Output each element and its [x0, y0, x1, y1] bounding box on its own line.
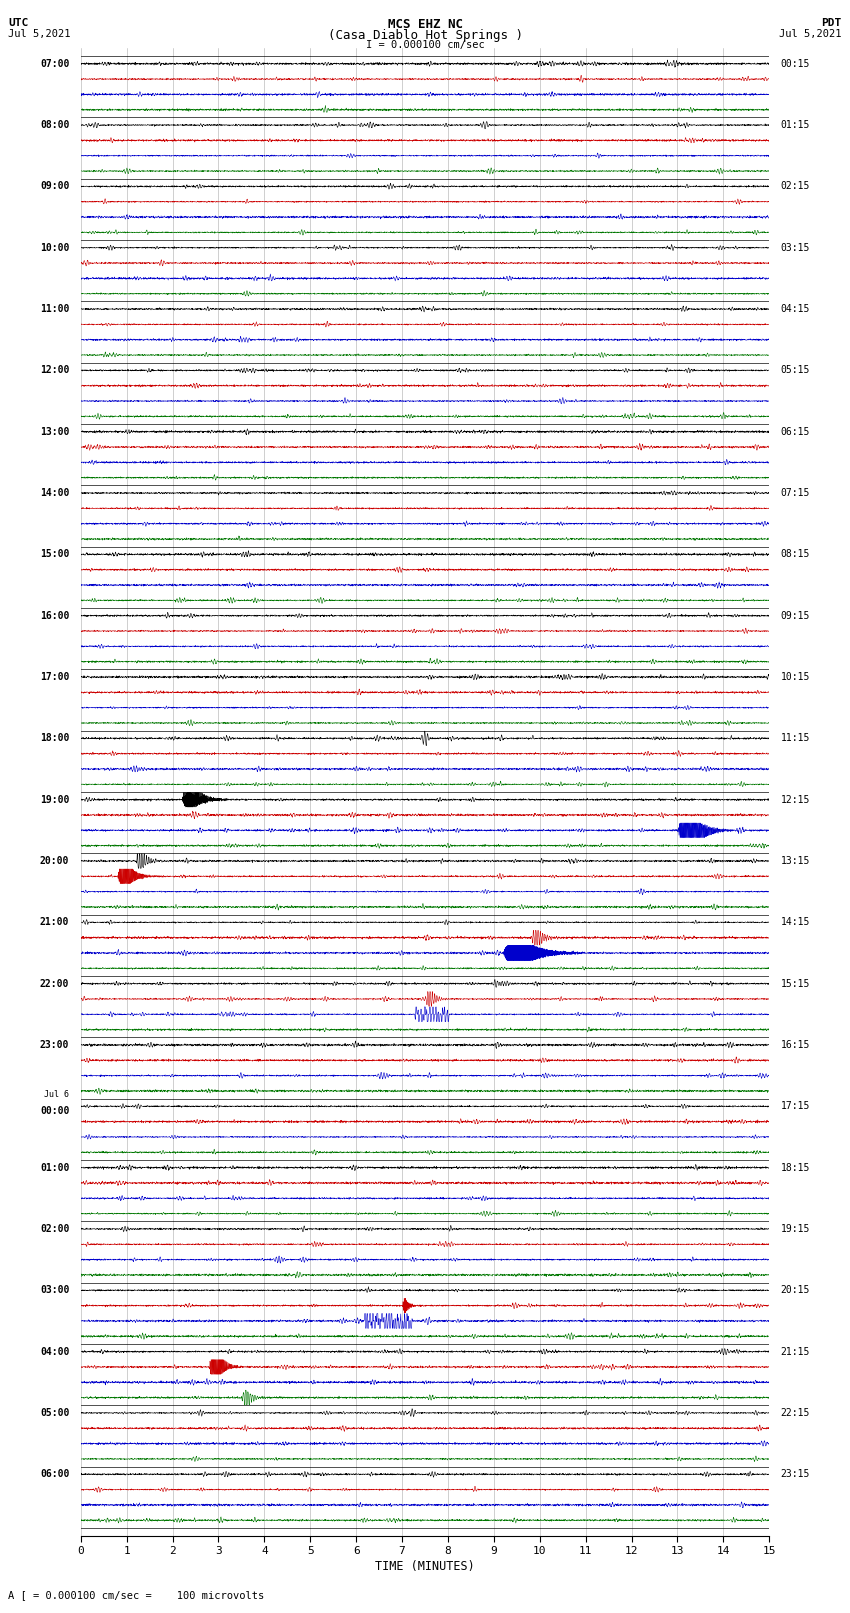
- Text: 05:15: 05:15: [780, 366, 810, 376]
- Text: 08:15: 08:15: [780, 550, 810, 560]
- Text: 18:00: 18:00: [40, 734, 70, 744]
- Text: 13:15: 13:15: [780, 857, 810, 866]
- Text: 22:00: 22:00: [40, 979, 70, 989]
- Text: 16:15: 16:15: [780, 1040, 810, 1050]
- Text: 18:15: 18:15: [780, 1163, 810, 1173]
- Text: 02:15: 02:15: [780, 181, 810, 192]
- Text: 21:15: 21:15: [780, 1347, 810, 1357]
- Text: 10:00: 10:00: [40, 242, 70, 253]
- Text: 10:15: 10:15: [780, 673, 810, 682]
- Text: 12:15: 12:15: [780, 795, 810, 805]
- Text: 07:15: 07:15: [780, 489, 810, 498]
- Text: 14:15: 14:15: [780, 918, 810, 927]
- Text: 19:15: 19:15: [780, 1224, 810, 1234]
- Text: Jul 5,2021: Jul 5,2021: [8, 29, 71, 39]
- Text: Jul 6: Jul 6: [44, 1089, 70, 1098]
- Text: MCS EHZ NC: MCS EHZ NC: [388, 18, 462, 31]
- Text: 22:15: 22:15: [780, 1408, 810, 1418]
- Text: 15:15: 15:15: [780, 979, 810, 989]
- Text: 02:00: 02:00: [40, 1224, 70, 1234]
- Text: A [ = 0.000100 cm/sec =    100 microvolts: A [ = 0.000100 cm/sec = 100 microvolts: [8, 1590, 264, 1600]
- Text: 00:00: 00:00: [40, 1107, 70, 1116]
- Text: 09:00: 09:00: [40, 181, 70, 192]
- Text: I = 0.000100 cm/sec: I = 0.000100 cm/sec: [366, 40, 484, 50]
- Text: 17:15: 17:15: [780, 1102, 810, 1111]
- Text: 03:00: 03:00: [40, 1286, 70, 1295]
- X-axis label: TIME (MINUTES): TIME (MINUTES): [375, 1560, 475, 1573]
- Text: 04:00: 04:00: [40, 1347, 70, 1357]
- Text: 09:15: 09:15: [780, 611, 810, 621]
- Text: 03:15: 03:15: [780, 242, 810, 253]
- Text: 16:00: 16:00: [40, 611, 70, 621]
- Text: 06:00: 06:00: [40, 1469, 70, 1479]
- Text: 11:15: 11:15: [780, 734, 810, 744]
- Text: 21:00: 21:00: [40, 918, 70, 927]
- Text: 20:15: 20:15: [780, 1286, 810, 1295]
- Text: 01:15: 01:15: [780, 119, 810, 131]
- Text: 19:00: 19:00: [40, 795, 70, 805]
- Text: 23:00: 23:00: [40, 1040, 70, 1050]
- Text: 15:00: 15:00: [40, 550, 70, 560]
- Text: 01:00: 01:00: [40, 1163, 70, 1173]
- Text: 04:15: 04:15: [780, 303, 810, 315]
- Text: 20:00: 20:00: [40, 857, 70, 866]
- Text: 14:00: 14:00: [40, 489, 70, 498]
- Text: 07:00: 07:00: [40, 58, 70, 69]
- Text: 08:00: 08:00: [40, 119, 70, 131]
- Text: 05:00: 05:00: [40, 1408, 70, 1418]
- Text: 17:00: 17:00: [40, 673, 70, 682]
- Text: 00:15: 00:15: [780, 58, 810, 69]
- Text: 13:00: 13:00: [40, 427, 70, 437]
- Text: (Casa Diablo Hot Springs ): (Casa Diablo Hot Springs ): [327, 29, 523, 42]
- Text: 12:00: 12:00: [40, 366, 70, 376]
- Text: Jul 5,2021: Jul 5,2021: [779, 29, 842, 39]
- Text: UTC: UTC: [8, 18, 29, 27]
- Text: 23:15: 23:15: [780, 1469, 810, 1479]
- Text: 11:00: 11:00: [40, 303, 70, 315]
- Text: 06:15: 06:15: [780, 427, 810, 437]
- Text: PDT: PDT: [821, 18, 842, 27]
